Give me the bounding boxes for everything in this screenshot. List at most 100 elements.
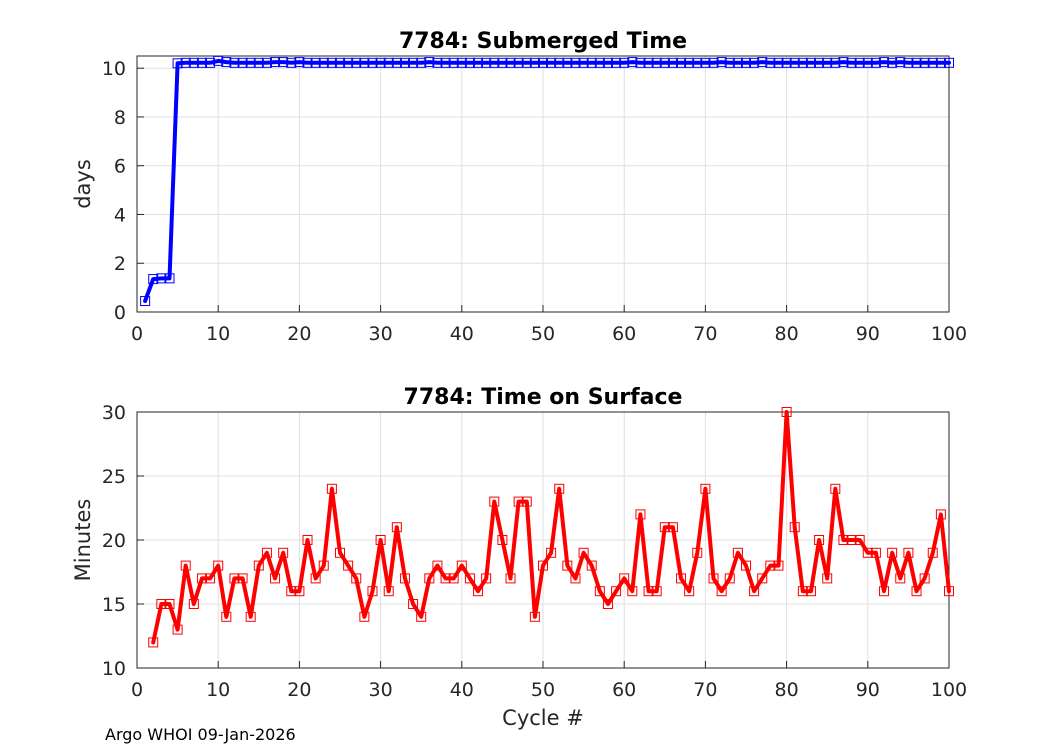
data-point — [229, 573, 240, 584]
data-point — [221, 57, 232, 68]
x-tick-label: 100 — [931, 679, 967, 701]
data-point — [749, 586, 760, 597]
data-point — [505, 57, 516, 68]
data-point — [229, 57, 240, 68]
data-point — [862, 547, 873, 558]
data-point — [927, 57, 938, 68]
data-point — [156, 273, 167, 284]
data-point — [367, 586, 378, 597]
y-tick-label: 2 — [114, 253, 126, 275]
y-tick-label: 0 — [114, 302, 126, 324]
data-point — [367, 57, 378, 68]
data-point — [546, 57, 557, 68]
data-point — [805, 586, 816, 597]
data-point — [237, 573, 248, 584]
x-tick-label: 20 — [287, 323, 311, 345]
data-point — [188, 599, 199, 609]
chart-title: 7784: Submerged Time — [399, 29, 687, 54]
data-point — [562, 57, 573, 68]
y-tick-label: 30 — [102, 402, 126, 424]
data-point — [505, 573, 516, 584]
data-point — [391, 522, 402, 533]
x-tick-label: 20 — [287, 679, 311, 701]
data-point — [797, 57, 808, 68]
data-point — [805, 57, 816, 68]
data-point — [692, 547, 703, 558]
data-point — [919, 57, 930, 68]
data-point — [351, 57, 362, 68]
data-point — [830, 483, 841, 494]
data-point — [196, 573, 207, 584]
x-tick-label: 70 — [693, 323, 717, 345]
y-tick-label: 10 — [102, 658, 126, 680]
data-point — [887, 57, 898, 68]
data-point — [432, 57, 443, 68]
data-point — [765, 57, 776, 68]
data-point — [627, 586, 638, 597]
data-point — [684, 586, 695, 597]
data-point — [741, 560, 751, 571]
data-point — [643, 586, 654, 597]
y-tick-label: 6 — [114, 156, 126, 178]
submerged-time-plot: 0 10 20 30 40 50 60 70 80 90 100 0 2 4 6 8 10 7784: Subme… — [71, 29, 967, 345]
data-point — [237, 57, 248, 68]
data-point — [196, 57, 207, 68]
data-point — [521, 496, 532, 507]
y-axis-label: Minutes — [71, 499, 95, 582]
data-point — [846, 535, 857, 545]
data-point — [464, 57, 475, 68]
data-point — [172, 624, 183, 635]
data-point — [716, 57, 727, 68]
x-tick-label: 40 — [450, 679, 474, 701]
data-point — [773, 560, 784, 571]
x-tick-label: 60 — [612, 323, 636, 345]
x-tick-label: 100 — [931, 323, 967, 345]
data-point — [667, 57, 678, 68]
data-point — [716, 586, 727, 597]
data-point — [538, 560, 548, 571]
data-point — [700, 57, 711, 68]
data-point — [797, 586, 808, 597]
data-point — [278, 547, 289, 558]
data-point — [757, 573, 768, 584]
data-point — [245, 611, 256, 622]
data-point — [570, 573, 581, 584]
data-point — [895, 57, 906, 68]
data-point — [351, 573, 362, 584]
data-point — [253, 57, 264, 68]
data-point — [602, 599, 613, 609]
data-point — [773, 57, 784, 68]
data-point — [538, 57, 548, 68]
data-point — [676, 57, 687, 68]
data-point — [383, 586, 394, 597]
data-point — [651, 57, 662, 68]
data-point — [732, 57, 743, 68]
data-point — [286, 586, 297, 597]
data-point — [724, 57, 735, 68]
data-point — [318, 57, 329, 68]
data-point — [359, 611, 370, 622]
data-point — [399, 573, 410, 584]
data-point — [919, 573, 930, 584]
chart-title: 7784: Time on Surface — [404, 385, 683, 410]
data-point — [383, 57, 394, 68]
data-point — [180, 57, 191, 68]
data-point — [611, 586, 622, 597]
data-point — [789, 57, 800, 68]
data-point — [213, 55, 224, 66]
data-point — [399, 57, 410, 68]
data-point — [935, 57, 946, 68]
data-point — [326, 57, 337, 68]
data-point — [724, 573, 735, 584]
axes-frame — [136, 55, 950, 313]
x-tick-label: 60 — [612, 679, 636, 701]
data-point — [879, 57, 890, 68]
x-tick-label: 10 — [206, 679, 230, 701]
data-point — [261, 547, 272, 558]
data-point — [408, 57, 419, 68]
data-point — [870, 57, 881, 68]
x-tick-label: 50 — [531, 323, 555, 345]
data-point — [481, 57, 492, 68]
